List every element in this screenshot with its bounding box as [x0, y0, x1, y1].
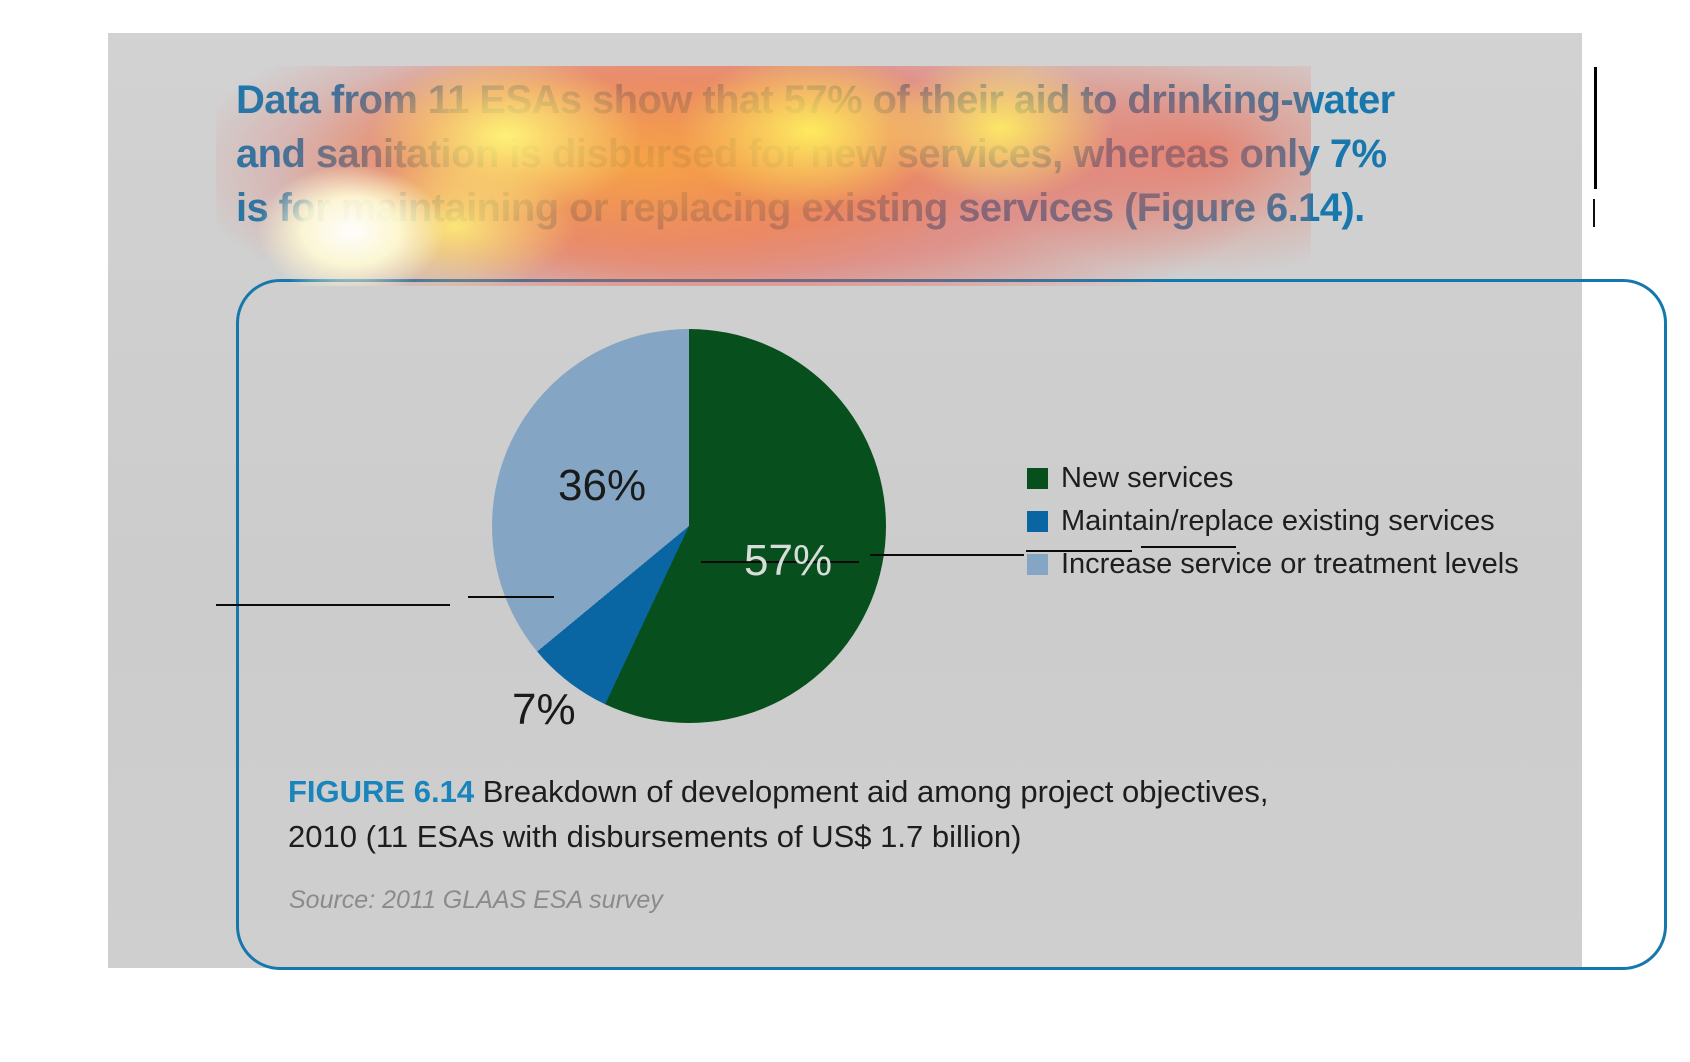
source-note: Source: 2011 GLAAS ESA survey	[289, 886, 663, 914]
highlighted-paragraph: Data from 11 ESAs show that 57% of their…	[236, 73, 1606, 235]
figure-card	[236, 279, 1667, 970]
text-cursor-line	[1594, 67, 1597, 189]
figure-caption: FIGURE 6.14 Breakdown of development aid…	[288, 769, 1518, 859]
pie-chart	[492, 329, 886, 723]
legend-swatch-new-services-icon	[1027, 467, 1048, 489]
legend-row-new-services: New services	[1027, 457, 1233, 499]
content-panel: Data from 11 ESAs show that 57% of their…	[108, 33, 1667, 970]
legend-row-increase-service: Increase service or treatment levels	[1027, 543, 1519, 585]
paragraph-line-3: is for maintaining or replacing existing…	[236, 186, 1365, 230]
legend-label-maintain-replace: Maintain/replace existing services	[1061, 504, 1495, 537]
legend-label-new-services: New services	[1061, 461, 1234, 494]
legend-swatch-increase-service-icon	[1027, 553, 1048, 575]
annotation-line-57-strike	[701, 561, 859, 563]
text-cursor-line-lower	[1593, 199, 1595, 227]
caption-text-1: Breakdown of development aid among proje…	[482, 774, 1269, 809]
annotation-line-right-2	[1141, 546, 1236, 548]
pie-label-36: 36%	[558, 461, 647, 510]
annotation-line-right-1	[1026, 550, 1132, 552]
legend-label-increase-service: Increase service or treatment levels	[1061, 547, 1519, 580]
paragraph-line-1: Data from 11 ESAs show that 57% of their…	[236, 78, 1395, 122]
paragraph-line-2: and sanitation is disbursed for new serv…	[236, 132, 1387, 176]
legend-row-maintain-replace: Maintain/replace existing services	[1027, 500, 1495, 542]
caption-line-2: 2010 (11 ESAs with disbursements of US$ …	[288, 819, 1022, 854]
legend-swatch-maintain-replace-icon	[1027, 510, 1048, 532]
annotation-line-left-long	[216, 604, 450, 606]
annotation-line-mid	[870, 554, 1024, 556]
pie-label-57: 57%	[744, 536, 833, 585]
annotation-line-left-short	[468, 596, 554, 598]
figure-number: FIGURE 6.14	[288, 774, 475, 809]
caption-line-1: FIGURE 6.14 Breakdown of development aid…	[288, 769, 1518, 814]
pie-label-7: 7%	[512, 685, 576, 734]
